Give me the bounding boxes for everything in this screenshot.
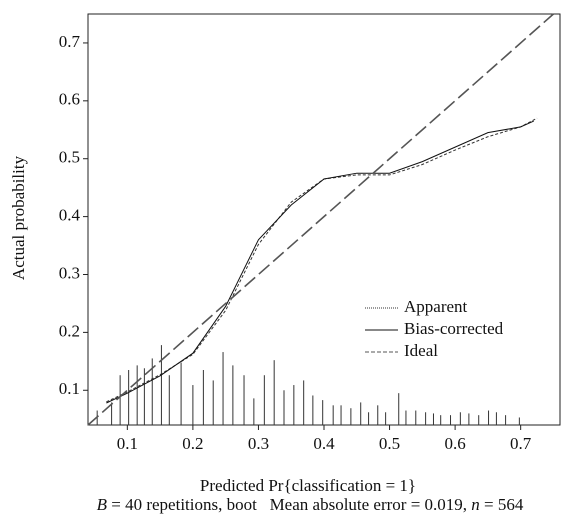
y-tick-label: 0.4 <box>59 206 81 225</box>
caption-part: = 40 repetitions, boot Mean absolute err… <box>107 495 471 514</box>
y-tick-label: 0.1 <box>59 379 80 398</box>
y-tick-label: 0.6 <box>59 90 80 109</box>
y-tick-label: 0.2 <box>59 321 80 340</box>
plot-frame <box>87 13 561 426</box>
caption-part: B <box>97 495 108 514</box>
x-tick-label: 0.3 <box>248 434 269 453</box>
x-tick-label: 0.4 <box>313 434 335 453</box>
series-line <box>87 13 554 426</box>
legend-label: Bias-corrected <box>404 319 504 338</box>
legend-label: Ideal <box>404 341 438 360</box>
x-axis-label: Predicted Pr{classification = 1} <box>200 476 416 495</box>
y-axis-label: Actual probability <box>9 155 28 280</box>
y-tick-label: 0.3 <box>59 263 80 282</box>
y-tick-label: 0.7 <box>59 32 81 51</box>
x-tick-label: 0.2 <box>182 434 203 453</box>
caption-part: n <box>471 495 480 514</box>
x-tick-label: 0.1 <box>117 434 138 453</box>
caption-part: = 564 <box>480 495 524 514</box>
series-line <box>106 117 538 403</box>
legend-label: Apparent <box>404 297 468 316</box>
series-line <box>106 120 534 404</box>
x-tick-label: 0.5 <box>379 434 400 453</box>
caption: B = 40 repetitions, boot Mean absolute e… <box>97 495 524 514</box>
x-tick-label: 0.6 <box>444 434 465 453</box>
x-tick-label: 0.7 <box>510 434 532 453</box>
y-tick-label: 0.5 <box>59 148 80 167</box>
